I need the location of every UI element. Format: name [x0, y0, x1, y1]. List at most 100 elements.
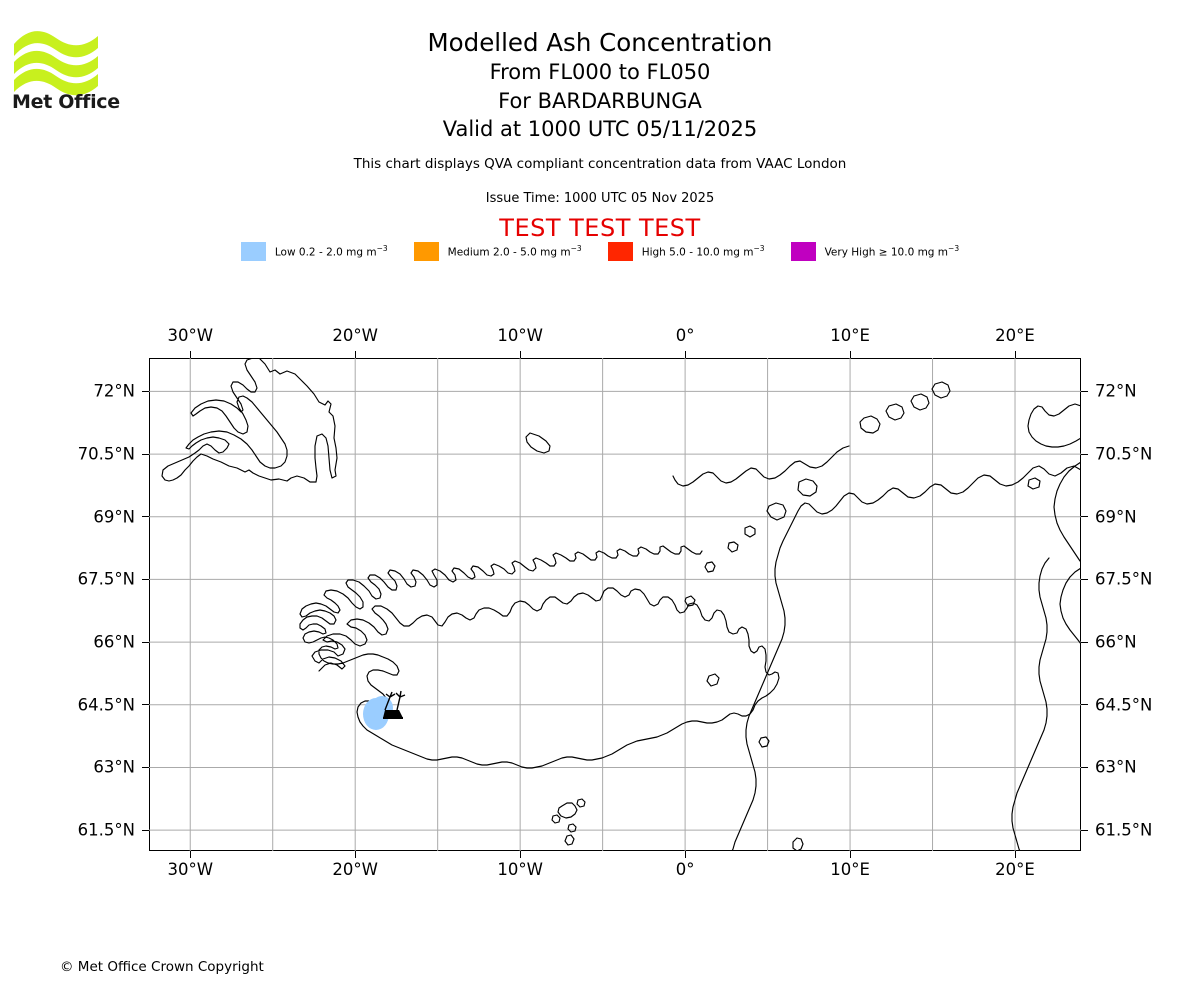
- ylabel-right-63: 63°N: [1095, 757, 1137, 777]
- legend-medium: Medium 2.0 - 5.0 mg m−3: [413, 242, 582, 261]
- xlabel-top-10: 10°E: [830, 326, 870, 345]
- legend-very-high: Very High ≥ 10.0 mg m−3: [790, 242, 960, 261]
- legend-low-swatch: [240, 242, 266, 261]
- xlabel-bottom-20: 20°E: [995, 860, 1035, 879]
- ylabel-right-72: 72°N: [1095, 381, 1137, 401]
- ytick-left-72: [142, 390, 149, 392]
- xlabel-top--30: 30°W: [167, 326, 214, 345]
- coastline-kola: [1059, 567, 1081, 645]
- xlabel-top--20: 20°W: [332, 326, 378, 345]
- coastline-norway: [731, 465, 1081, 851]
- legend-medium-exponent: −3: [570, 244, 582, 254]
- xlabel-bottom--10: 10°W: [497, 860, 543, 879]
- ash-concentration-map: 30°W 30°W 20°W 20°W 10°W 10°W 0° 0° 10°E 10°E 20°E…: [78, 326, 1153, 879]
- coastline-greenland: [161, 358, 338, 483]
- ytick-left-69: [142, 516, 149, 518]
- coastline-greenland-fjord: [169, 484, 369, 581]
- map-coastlines: [161, 358, 1081, 851]
- ylabel-left-70.5: 70.5°N: [77, 444, 135, 464]
- ytick-left-66: [142, 641, 149, 643]
- legend-very-high-label: Very High ≥ 10.0 mg m−3: [824, 244, 960, 259]
- copyright-notice: © Met Office Crown Copyright: [60, 959, 264, 975]
- ytick-left-64.5: [142, 704, 149, 706]
- ylabel-right-61.5: 61.5°N: [1095, 820, 1153, 840]
- coastline-bothnia: [1011, 557, 1050, 851]
- legend-medium-label: Medium 2.0 - 5.0 mg m−3: [447, 244, 582, 259]
- map-gridlines: [149, 358, 1081, 851]
- xtick-top--20: [354, 351, 356, 358]
- met-office-logo-text: Met Office: [12, 91, 120, 112]
- xtick-top-20: [1014, 351, 1016, 358]
- xtick-bottom-10: [849, 851, 851, 858]
- legend-low-label: Low 0.2 - 2.0 mg m−3: [274, 244, 388, 259]
- ylabel-right-64.5: 64.5°N: [1095, 695, 1153, 715]
- legend-high: High 5.0 - 10.0 mg m−3: [607, 242, 765, 261]
- ytick-right-64.5: [1081, 704, 1088, 706]
- xlabel-top-0: 0°: [675, 326, 695, 345]
- title-line-4: Valid at 1000 UTC 05/11/2025: [442, 117, 758, 141]
- xtick-bottom--10: [519, 851, 521, 858]
- title-line-2: From FL000 to FL050: [489, 60, 711, 84]
- xtick-top-0: [684, 351, 686, 358]
- legend-very-high-exponent: −3: [948, 244, 960, 254]
- xlabel-bottom--30: 30°W: [167, 860, 214, 879]
- coastline-faroe-islands: [551, 798, 586, 846]
- volcano-icon: [383, 690, 406, 719]
- coastline-iceland: [299, 545, 780, 769]
- legend-low: Low 0.2 - 2.0 mg m−3: [240, 242, 388, 261]
- ytick-right-70.5: [1081, 453, 1088, 455]
- met-office-logo-graphic: Met Office: [12, 31, 120, 112]
- xtick-bottom-20: [1014, 851, 1016, 858]
- ytick-right-69: [1081, 516, 1088, 518]
- ylabel-left-61.5: 61.5°N: [77, 820, 135, 840]
- legend-high-swatch: [607, 242, 633, 261]
- test-banner: TEST TEST TEST: [499, 214, 701, 242]
- ylabel-left-67.5: 67.5°N: [77, 569, 135, 589]
- ytick-right-61.5: [1081, 829, 1088, 831]
- legend-low-exponent: −3: [376, 244, 388, 254]
- xtick-top--10: [519, 351, 521, 358]
- ylabel-right-66: 66°N: [1095, 632, 1137, 652]
- legend-medium-swatch: [413, 242, 439, 261]
- xtick-bottom-0: [684, 851, 686, 858]
- met-office-logo: Met Office: [12, 22, 132, 112]
- coastline-jan-mayen: [525, 432, 551, 454]
- ylabel-right-70.5: 70.5°N: [1095, 444, 1153, 464]
- xlabel-bottom-0: 0°: [675, 860, 695, 879]
- ytick-left-63: [142, 766, 149, 768]
- map-frame: [149, 358, 1081, 851]
- title-line-3: For BARDARBUNGA: [498, 88, 702, 113]
- title-line-1: Modelled Ash Concentration: [427, 28, 773, 57]
- ylabel-right-67.5: 67.5°N: [1095, 569, 1153, 589]
- xtick-bottom--30: [189, 851, 191, 858]
- ylabel-left-69: 69°N: [93, 507, 135, 527]
- issue-time: Issue Time: 1000 UTC 05 Nov 2025: [485, 191, 715, 206]
- xlabel-bottom--20: 20°W: [332, 860, 378, 879]
- ylabel-right-69: 69°N: [1095, 507, 1137, 527]
- ytick-right-72: [1081, 390, 1088, 392]
- map-canvas: [149, 358, 1081, 851]
- ylabel-left-72: 72°N: [93, 381, 135, 401]
- ylabel-left-66: 66°N: [93, 632, 135, 652]
- legend-very-high-swatch: [790, 242, 816, 261]
- legend-high-exponent: −3: [753, 244, 765, 254]
- xlabel-bottom-10: 10°E: [830, 860, 870, 879]
- ylabel-left-64.5: 64.5°N: [77, 695, 135, 715]
- concentration-legend: Low 0.2 - 2.0 mg m−3 Medium 2.0 - 5.0 mg …: [0, 242, 1200, 261]
- page-title: Modelled Ash Concentration From FL000 to…: [0, 28, 1200, 144]
- ytick-left-61.5: [142, 829, 149, 831]
- coastline-lofoten: [672, 445, 850, 487]
- ytick-right-66: [1081, 641, 1088, 643]
- ytick-right-63: [1081, 766, 1088, 768]
- coastline-north-norway-islands: [684, 381, 1041, 748]
- ylabel-left-63: 63°N: [93, 757, 135, 777]
- coastline-scandinavia-east: [1053, 461, 1081, 562]
- ytick-left-70.5: [142, 453, 149, 455]
- coastline-shetland: [792, 837, 804, 851]
- xtick-top-10: [849, 351, 851, 358]
- xtick-top--30: [189, 351, 191, 358]
- xtick-bottom--20: [354, 851, 356, 858]
- coastline-far-northeast: [1027, 403, 1081, 448]
- ytick-right-67.5: [1081, 578, 1088, 580]
- ytick-left-67.5: [142, 578, 149, 580]
